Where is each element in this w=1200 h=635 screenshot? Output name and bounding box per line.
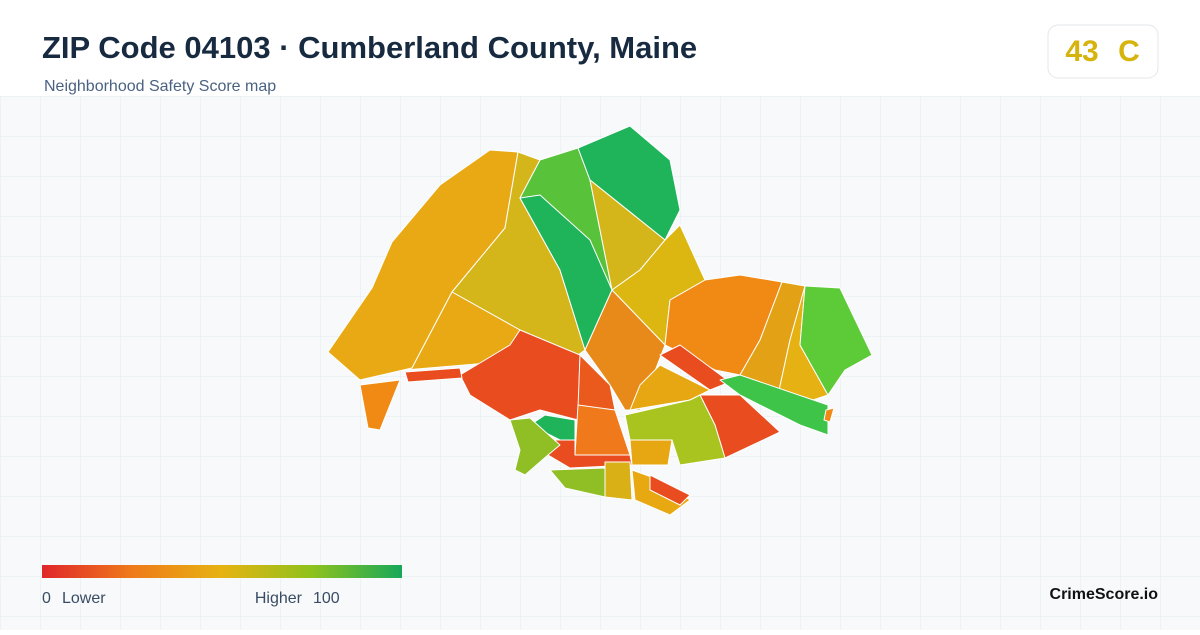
region [629, 439, 673, 466]
region [529, 414, 576, 441]
score-grade: C [1118, 35, 1140, 68]
region [404, 367, 463, 383]
region [799, 285, 873, 396]
brand: CrimeScore.io [1050, 586, 1159, 603]
legend-min: 0 [42, 590, 51, 607]
region [823, 407, 835, 423]
region [544, 439, 633, 469]
legend-bar [42, 565, 402, 578]
region [719, 374, 829, 436]
region [649, 474, 691, 506]
map [327, 125, 873, 516]
header-bg [0, 0, 1200, 96]
region [359, 379, 401, 431]
region [509, 417, 561, 476]
title: ZIP Code 04103 · Cumberland County, Main… [42, 30, 697, 65]
legend-max: 100 [313, 590, 340, 607]
legend-min-label: Lower [62, 590, 106, 607]
subtitle: Neighborhood Safety Score map [44, 78, 276, 95]
score-box [1047, 24, 1159, 79]
region [604, 461, 633, 501]
score-value: 43 [1065, 35, 1098, 68]
legend-max-label: Higher [255, 590, 303, 607]
